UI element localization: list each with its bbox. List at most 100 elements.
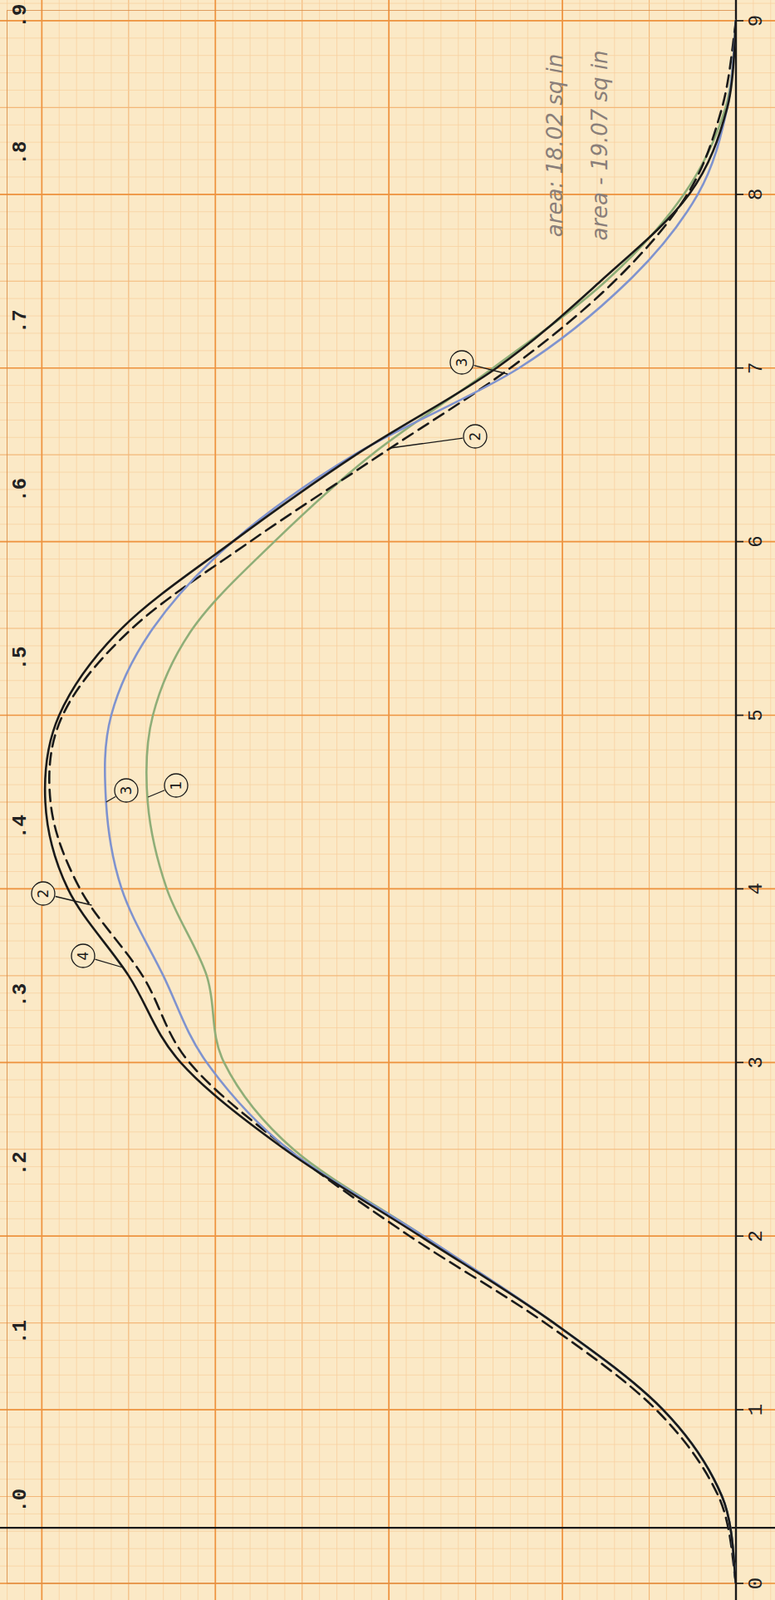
paper-grid-line — [0, 1477, 775, 1479]
label-circle — [463, 424, 487, 448]
paper-grid-line — [0, 402, 775, 403]
paper-grid-line — [0, 1096, 775, 1098]
paper-grid-line — [0, 384, 775, 386]
paper-grid-line — [0, 72, 775, 74]
paper-grid-line — [318, 0, 320, 1600]
paper-grid-line — [0, 1530, 775, 1531]
tick-label: .0 — [9, 1487, 32, 1512]
label-circle — [450, 350, 474, 374]
tick-label: 0 — [745, 1576, 768, 1589]
grid-line — [561, 0, 564, 1600]
pointer — [147, 789, 165, 797]
tick-label: 5 — [745, 708, 768, 721]
paper-grid-line — [0, 922, 775, 924]
paper-grid-line — [215, 0, 216, 1600]
paper-grid-line — [0, 800, 775, 802]
tick-label: 3 — [745, 1055, 768, 1068]
tick-label: 8 — [745, 188, 768, 201]
annotation: area: 18.02 sq in — [542, 53, 568, 237]
series-label: 2 — [466, 431, 484, 442]
paper-grid-line — [0, 1460, 775, 1462]
tick — [735, 714, 744, 717]
ticks: 0123456789.0.1.2.3.4.5.6.7.8.9 — [9, 4, 768, 1590]
paper-grid-line — [0, 280, 775, 282]
paper-grid-line — [0, 1391, 775, 1393]
paper-grid-line — [0, 1304, 775, 1305]
paper-grid-line — [0, 193, 775, 195]
tick-label: 4 — [745, 882, 768, 894]
paper-grid-line — [0, 332, 775, 334]
tick — [735, 1407, 744, 1410]
paper-grid-line — [197, 0, 199, 1600]
x2-axis-line — [0, 1525, 775, 1528]
paper-grid-line — [578, 0, 580, 1600]
paper-grid-line — [701, 0, 702, 1600]
paper-grid-line — [544, 0, 546, 1600]
paper-grid-line — [0, 124, 775, 126]
paper-grid-line — [250, 0, 251, 1600]
grid-line — [0, 1060, 775, 1063]
paper — [0, 0, 775, 1600]
paper-grid-line — [0, 1408, 775, 1410]
paper-grid-line — [0, 54, 775, 56]
paper-grid-line — [0, 835, 775, 837]
paper-grid-line — [0, 176, 775, 177]
paper-grid-line — [0, 974, 775, 976]
paper-grid-line — [631, 0, 633, 1600]
paper-grid-line — [0, 1564, 775, 1566]
paper-grid-line — [0, 1200, 775, 1202]
paper-grid-line — [0, 610, 775, 612]
series-line — [44, 20, 736, 1583]
paper-grid-line — [0, 905, 775, 907]
paper-grid-line — [0, 593, 775, 594]
paper-grid-line — [562, 0, 564, 1600]
paper-grid-line — [422, 0, 424, 1600]
paper-grid-line — [371, 0, 373, 1600]
grid-line — [0, 1234, 775, 1237]
paper-grid-line — [0, 575, 775, 577]
paper-grid-line — [0, 1495, 775, 1497]
paper-grid-line — [0, 89, 775, 91]
tick — [735, 19, 744, 22]
tick-label: .7 — [9, 309, 32, 334]
paper-grid-line — [492, 0, 494, 1600]
paper-grid-line — [0, 1252, 775, 1254]
data — [44, 20, 736, 1583]
paper-grid-line — [0, 662, 775, 663]
tick-label: 1 — [745, 1402, 768, 1415]
paper-grid-line — [0, 749, 775, 751]
paper-grid-line — [457, 0, 459, 1600]
paper-grid-line — [648, 0, 650, 1600]
tick-label: 6 — [745, 534, 768, 547]
paper-grid-line — [0, 454, 775, 456]
paper-grid-line — [0, 1356, 775, 1358]
paper-grid-line — [0, 1269, 775, 1271]
label-circle — [31, 881, 55, 905]
label-circle — [114, 778, 138, 802]
grid-line — [0, 193, 775, 196]
paper-grid-line — [475, 0, 476, 1600]
paper-grid-line — [0, 505, 775, 507]
series-line — [146, 20, 736, 1583]
paper-grid-line — [735, 0, 736, 1600]
grid-line — [0, 19, 775, 22]
plot-frame — [7, 9, 736, 1583]
tick — [735, 887, 744, 890]
pointer — [106, 795, 116, 802]
paper-grid-line — [0, 1147, 775, 1149]
tick — [735, 193, 744, 196]
tick-label: 2 — [745, 1229, 768, 1241]
tick-label: .5 — [9, 646, 32, 671]
paper-grid-line — [284, 0, 285, 1600]
paper-grid-line — [0, 991, 775, 993]
series-line — [49, 20, 736, 1583]
paper-grid-line — [0, 1286, 775, 1288]
paper-grid-line — [718, 0, 720, 1600]
paper-grid-line — [613, 0, 615, 1600]
paper-grid-line — [0, 471, 775, 473]
paper-grid-line — [76, 0, 78, 1600]
paper-grid-line — [440, 0, 442, 1600]
paper-grid-line — [266, 0, 268, 1600]
paper-grid-line — [752, 0, 754, 1600]
tick — [735, 1061, 744, 1064]
